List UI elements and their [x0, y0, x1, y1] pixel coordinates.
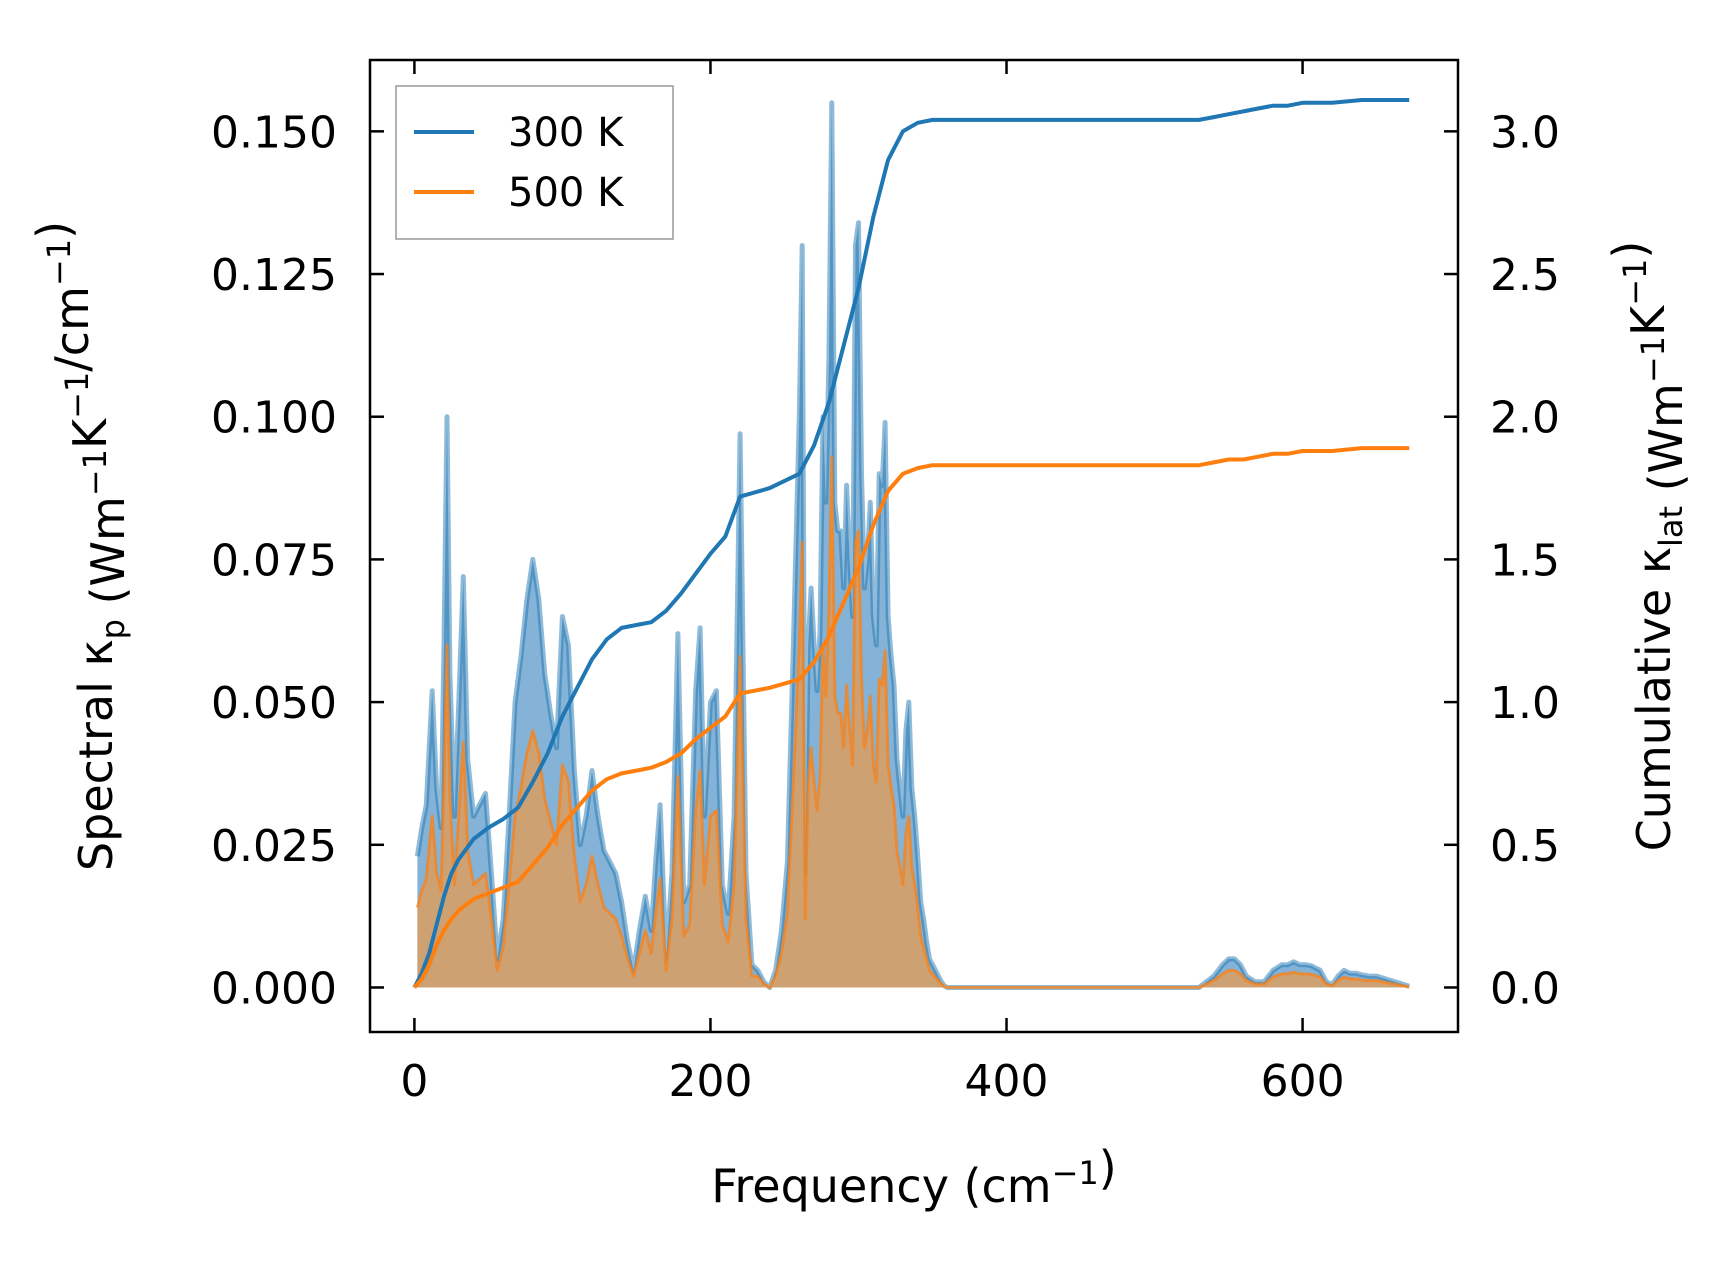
- y-left-tick-label: 0.025: [211, 821, 337, 872]
- y-left-axis-label: Spectral κp (Wm−1K−1/cm−1): [27, 221, 135, 871]
- x-tick-label: 400: [965, 1056, 1049, 1107]
- axis-labels: 0 200 400 600 0.000 0.025 0.050 0.075 0.100 0.125…: [27, 107, 1693, 1213]
- spectral-300k-outline: [414, 100, 1410, 990]
- legend-frame: [395, 85, 674, 240]
- spectral-500k-outline: [415, 455, 1410, 989]
- y-left-tick-label: 0.050: [211, 678, 337, 729]
- y-left-tick-label: 0.150: [211, 107, 337, 158]
- axis-ticks: [370, 60, 1458, 1032]
- y-right-tick-label: 0.0: [1490, 963, 1560, 1014]
- y-left-tick-label: 0.100: [211, 393, 337, 444]
- y-right-tick-label: 3.0: [1490, 107, 1560, 158]
- y-left-tick-label: 0.075: [211, 535, 337, 586]
- y-right-axis-label: Cumulative κlat (Wm−1K−1): [1603, 241, 1693, 852]
- y-right-tick-label: 1.0: [1490, 678, 1560, 729]
- legend-entry-label: 500 K: [508, 170, 625, 216]
- cumulative-curves: [412, 98, 1410, 989]
- x-tick-label: 600: [1261, 1056, 1345, 1107]
- y-right-tick-label: 1.5: [1490, 535, 1560, 586]
- plot-frame: [368, 58, 1460, 1034]
- cumulative-300k-line: [412, 98, 1410, 989]
- y-right-tick-label: 0.5: [1490, 821, 1560, 872]
- y-right-tick-label: 2.5: [1490, 250, 1560, 301]
- y-left-tick-label: 0.125: [211, 250, 337, 301]
- y-left-tick-label: 0.000: [211, 963, 337, 1014]
- x-tick-label: 0: [400, 1056, 428, 1107]
- cumulative-500k-line: [412, 446, 1410, 989]
- x-axis-label: Frequency (cm−1): [711, 1141, 1116, 1213]
- spectral-fills: [414, 100, 1410, 990]
- x-tick-label: 200: [668, 1056, 752, 1107]
- legend: 300 K 500 K: [395, 85, 674, 240]
- legend-entry-label: 300 K: [508, 110, 625, 156]
- y-right-tick-label: 2.0: [1490, 393, 1560, 444]
